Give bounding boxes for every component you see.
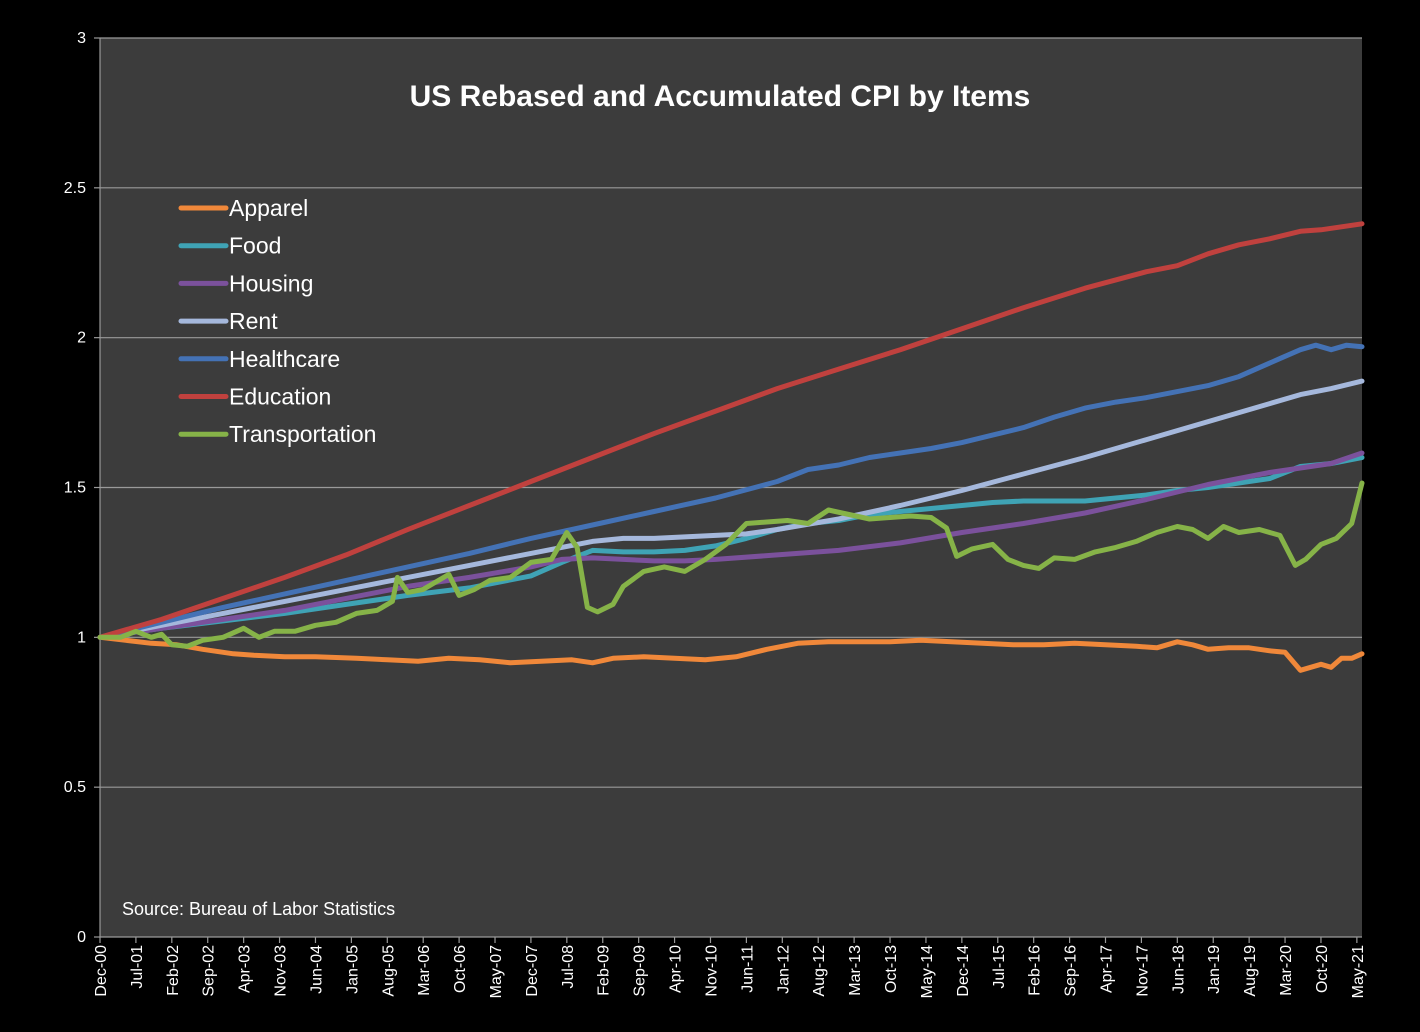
series-line-apparel — [97, 634, 1365, 673]
x-tick-label: Nov-10 — [703, 945, 720, 997]
x-tick-label: Dec-14 — [955, 945, 972, 997]
x-tick-label: Oct-20 — [1314, 945, 1331, 993]
axes: 0 0.5 1 1.5 2 2.5 3 Dec-00 Jul-01 Feb-02 Sep-02 Apr… — [64, 30, 1367, 998]
series-line-transportation — [97, 480, 1365, 649]
x-tick-label: Mar-06 — [416, 945, 433, 996]
x-tick-label: Sep-02 — [201, 945, 218, 997]
x-tick-label: Feb-09 — [596, 945, 613, 996]
y-tick-label: 1.5 — [64, 480, 86, 497]
x-tick-label: May-21 — [1350, 945, 1367, 998]
y-tick-label: 0.5 — [64, 779, 86, 796]
x-tick-label: Oct-06 — [452, 945, 469, 993]
x-tick-label: Apr-17 — [1098, 945, 1115, 993]
legend-label-food: Food — [229, 233, 281, 259]
legend-label-apparel: Apparel — [229, 195, 308, 221]
series-line-education — [97, 221, 1365, 640]
x-tick-label: Sep-09 — [632, 945, 649, 997]
y-tick-label: 3 — [77, 30, 86, 47]
x-tick-label: Feb-16 — [1027, 945, 1044, 996]
x-tick-label: Dec-07 — [524, 945, 541, 997]
x-tick-label: Jun-18 — [1170, 945, 1187, 994]
x-tick-label: Jan-19 — [1206, 945, 1223, 994]
x-tick-label: Oct-13 — [883, 945, 900, 993]
x-tick-label: Nov-17 — [1134, 945, 1151, 997]
x-tick-label: Mar-13 — [847, 945, 864, 996]
y-tick-label: 2.5 — [64, 180, 86, 197]
x-tick-label: Nov-03 — [273, 945, 290, 997]
x-tick-label: Jul-08 — [560, 945, 577, 989]
chart-title: US Rebased and Accumulated CPI by Items — [410, 80, 1031, 113]
source-note: Source: Bureau of Labor Statistics — [122, 899, 395, 919]
x-tick-label: Aug-19 — [1242, 945, 1259, 997]
x-tick-label: May-07 — [488, 945, 505, 998]
x-tick-label: Jun-04 — [308, 945, 325, 994]
x-tick-label: Aug-05 — [380, 945, 397, 997]
y-tick-label: 0 — [77, 929, 86, 946]
series-line-healthcare — [97, 342, 1365, 640]
x-tick-label: Jan-12 — [775, 945, 792, 994]
x-tick-label: Jul-15 — [991, 945, 1008, 989]
x-tick-label: Apr-03 — [237, 945, 254, 993]
x-tick-label: Jul-01 — [129, 945, 146, 989]
x-tick-label: Aug-12 — [811, 945, 828, 997]
series-line-rent — [97, 378, 1365, 640]
x-tick-label: Mar-20 — [1278, 945, 1295, 996]
legend: Apparel Food Housing Rent Healthcare Educatio… — [178, 195, 376, 447]
x-tick-label: Jan-05 — [344, 945, 361, 994]
x-tick-label: Dec-00 — [93, 945, 110, 997]
legend-label-rent: Rent — [229, 308, 278, 334]
x-tick-label: Sep-16 — [1063, 945, 1080, 997]
x-tick-label: Jun-11 — [739, 945, 756, 993]
legend-label-transportation: Transportation — [229, 421, 376, 447]
x-tick-label: Feb-02 — [165, 945, 182, 996]
legend-label-education: Education — [229, 384, 331, 410]
y-tick-label: 2 — [77, 330, 86, 347]
series-lines — [97, 221, 1365, 673]
gridlines — [100, 37, 1362, 788]
y-tick-label: 1 — [77, 629, 86, 646]
x-tick-label: May-14 — [919, 945, 936, 998]
legend-label-healthcare: Healthcare — [229, 346, 340, 372]
legend-label-housing: Housing — [229, 270, 313, 296]
x-tick-label: Apr-10 — [668, 945, 685, 993]
